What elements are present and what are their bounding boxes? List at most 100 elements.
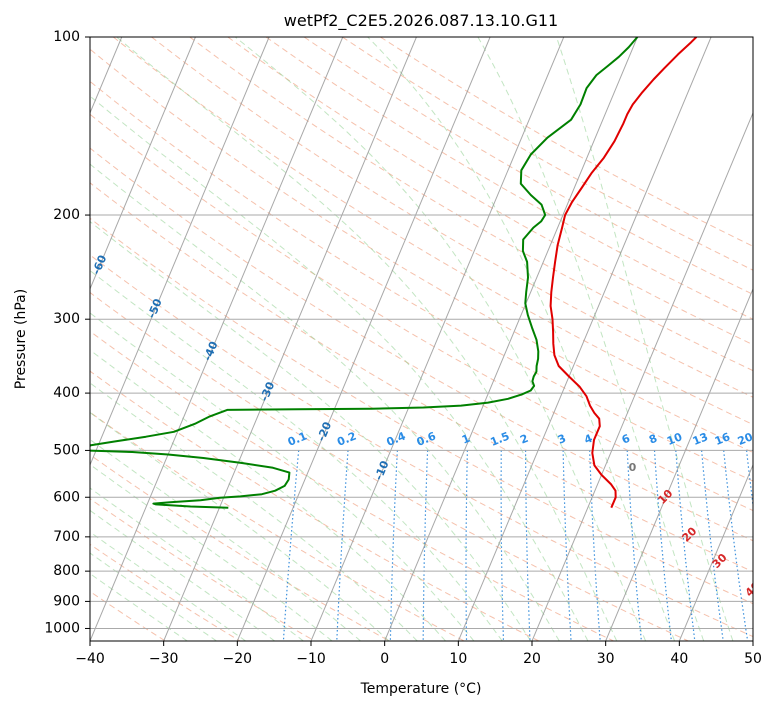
y-tick-label: 900 <box>53 593 80 609</box>
mixing-ratio-line <box>562 450 572 641</box>
mixing-ratio-label: 0.4 <box>385 429 408 448</box>
moist-adiabat <box>90 95 589 641</box>
dry-adiabat <box>90 411 465 641</box>
dry-adiabat <box>90 80 753 482</box>
mixing-ratio-label: 25 <box>759 430 775 448</box>
isotherm-gridline <box>90 37 344 641</box>
isotherm-label: -20 <box>315 420 335 444</box>
mixing-ratio-line <box>701 450 724 641</box>
mixing-ratio-label: 10 <box>665 430 684 448</box>
x-tick-label: 10 <box>449 651 467 667</box>
y-tick-label: 300 <box>53 311 80 327</box>
mixing-ratio-label: 13 <box>691 430 710 448</box>
y-tick-label: 400 <box>53 385 80 401</box>
mixing-ratio-label: 2 <box>518 432 530 447</box>
mixing-ratio-label: 0.1 <box>286 429 309 448</box>
dry-adiabat <box>90 182 753 573</box>
mixing-ratio-line <box>500 450 505 641</box>
isotherm-gridline <box>163 37 417 641</box>
moist-adiabat <box>90 552 217 641</box>
moist-adiabat <box>90 531 246 641</box>
moist-adiabat <box>90 349 446 641</box>
lcl-marker-label: 0 <box>629 461 637 474</box>
dry-adiabat <box>380 37 753 247</box>
isotherm-gridline <box>236 37 491 641</box>
mixing-ratio-label: 0.2 <box>335 429 358 448</box>
x-tick-label: 0 <box>380 651 389 667</box>
mixing-ratio-line <box>770 450 775 641</box>
x-axis-label: Temperature (°C) <box>360 681 482 697</box>
moist-adiabat <box>90 509 275 641</box>
x-tick-label: 30 <box>597 651 615 667</box>
mixing-ratio-line <box>422 450 429 641</box>
plot-frame <box>89 36 754 642</box>
y-tick-label: 1000 <box>44 620 80 636</box>
isotherm-gridline <box>678 463 753 641</box>
series-layer <box>90 37 698 509</box>
moist-adiabat <box>556 37 734 641</box>
dry-adiabat <box>90 370 540 641</box>
moist-adiabat <box>90 312 475 641</box>
y-tick-label: 500 <box>53 442 80 458</box>
mixing-ratio-line <box>589 450 601 641</box>
x-tick-label: −30 <box>149 651 179 667</box>
isotherm-gridline <box>384 37 638 641</box>
moist-adiabat <box>234 37 647 641</box>
moist-adiabat <box>90 463 333 641</box>
y-axis: 1000 900 800 700 600 500 400 300 200 100 <box>44 29 90 636</box>
x-tick-label: 50 <box>744 651 762 667</box>
mixing-ratio-line <box>389 450 398 641</box>
y-tick-label: 200 <box>53 207 80 223</box>
x-tick-label: −10 <box>296 651 326 667</box>
isotherm-gridline <box>752 639 753 641</box>
moist-adiabat <box>90 487 304 641</box>
moist-adiabat-label: 30 <box>710 551 730 571</box>
x-tick-label: −40 <box>75 651 105 667</box>
moist-adiabat <box>367 37 676 641</box>
moist-adiabat <box>90 269 503 641</box>
y-tick-label: 700 <box>53 529 80 545</box>
isotherm-label: -40 <box>201 339 221 363</box>
mixing-ratio-label: 1 <box>460 432 472 447</box>
dry-adiabat <box>151 37 753 398</box>
x-axis: −40 −30 −20 −10 0 10 20 30 40 50 <box>75 641 762 667</box>
mixing-ratio-label: 16 <box>713 430 732 448</box>
isotherm-gridline <box>310 37 565 641</box>
isotherm-gridline <box>531 111 753 641</box>
profile-line <box>90 37 639 509</box>
mixing-ratio-line <box>282 450 300 641</box>
mixing-ratio-line <box>723 450 749 641</box>
dry-adiabat <box>90 217 753 605</box>
dry-adiabat <box>90 254 753 638</box>
mixing-ratio-label: 20 <box>736 430 755 448</box>
moist-adiabat <box>90 573 188 641</box>
moist-adiabat-label: 10 <box>655 487 675 507</box>
dry-adiabat <box>90 291 689 641</box>
mixing-ratio-line <box>465 450 468 641</box>
moist-adiabat <box>477 37 705 641</box>
mixing-ratio-label: 4 <box>582 432 594 447</box>
mixing-ratio-label: 6 <box>620 432 632 447</box>
chart-title: wetPf2_C2E5.2026.087.13.10.G11 <box>284 11 558 31</box>
x-tick-label: 20 <box>523 651 541 667</box>
mixing-ratio-line <box>653 450 672 641</box>
y-tick-label: 100 <box>53 29 80 45</box>
x-tick-label: −20 <box>223 651 253 667</box>
isotherm-gridline <box>457 37 712 641</box>
moist-adiabat <box>90 382 418 641</box>
mixing-ratio-line <box>336 450 349 641</box>
dry-adiabat <box>189 37 753 372</box>
mixing-ratio-label: 3 <box>556 432 568 447</box>
isotherm-gridline <box>605 287 753 641</box>
moist-adiabat <box>116 37 618 641</box>
isotherm-gridline <box>90 37 270 467</box>
mixing-ratio-line <box>675 450 696 641</box>
moist-adiabat <box>90 220 532 641</box>
mixing-ratio-label: 8 <box>647 432 659 447</box>
dry-adiabat <box>90 543 241 641</box>
mixing-ratio-label: 1.5 <box>488 429 511 448</box>
dry-adiabat <box>90 454 390 641</box>
inner-labels: -100-90-80-70-60-50-40-30-20-100.10.20.4… <box>90 253 775 599</box>
isotherm-label: -10 <box>372 458 392 482</box>
